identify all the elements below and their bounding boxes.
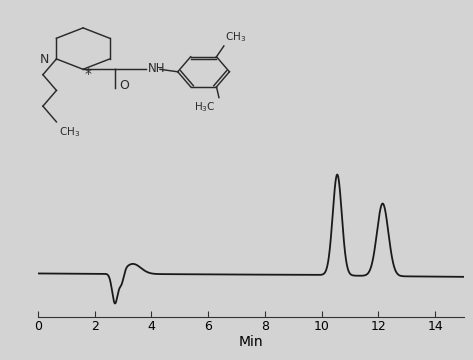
Text: O: O <box>120 78 129 91</box>
Text: H$_3$C: H$_3$C <box>193 100 215 114</box>
Text: CH$_3$: CH$_3$ <box>59 125 80 139</box>
X-axis label: Min: Min <box>238 336 263 349</box>
Text: NH: NH <box>148 62 165 75</box>
Text: N: N <box>40 53 50 66</box>
Text: CH$_3$: CH$_3$ <box>225 30 246 44</box>
Text: *: * <box>84 67 91 81</box>
